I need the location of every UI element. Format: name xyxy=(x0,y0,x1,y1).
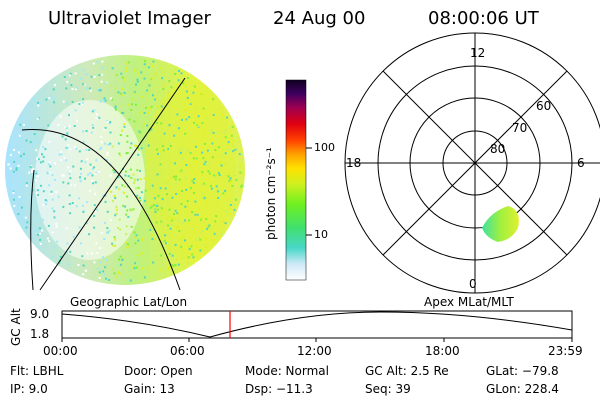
polar-plot xyxy=(344,32,600,294)
info-gain: Gain: 13 xyxy=(124,382,175,396)
info-dsp: Dsp: −11.3 xyxy=(245,382,313,396)
timeline-tick-2359: 23:59 xyxy=(548,344,583,358)
info-flt: Flt: LBHL xyxy=(10,364,64,378)
geographic-image xyxy=(5,55,245,291)
colorbar-tick-100: 100 xyxy=(314,141,335,154)
polar-label-80: 80 xyxy=(490,142,506,156)
timeline-y-bottom: 1.8 xyxy=(30,327,50,341)
image-speckle xyxy=(7,60,244,282)
polar-label-12: 12 xyxy=(470,46,486,60)
altitude-curve xyxy=(61,311,573,338)
polar-aurora-patch xyxy=(482,206,519,242)
date-label: 24 Aug 00 xyxy=(273,8,366,29)
polar-diagonal-2 xyxy=(382,70,568,256)
apex-label: Apex MLat/MLT xyxy=(424,295,514,309)
timeline-axis-label: GC Alt xyxy=(9,308,23,346)
timeline-tick-1800: 18:00 xyxy=(425,344,460,358)
info-seq: Seq: 39 xyxy=(365,382,411,396)
info-glon: GLon: 228.4 xyxy=(486,382,559,396)
polar-label-0: 0 xyxy=(469,277,477,291)
info-glat: GLat: −79.8 xyxy=(486,364,559,378)
limb-line xyxy=(30,169,35,291)
colorbar-unit-label: photon cm⁻²s⁻¹ xyxy=(264,147,278,240)
timeline-tick-0600: 06:00 xyxy=(170,344,205,358)
info-door: Door: Open xyxy=(124,364,193,378)
timeline-tick-1200: 12:00 xyxy=(297,344,332,358)
instrument-title: Ultraviolet Imager xyxy=(48,8,211,29)
timeline-y-top: 9.0 xyxy=(30,307,50,321)
geographic-label: Geographic Lat/Lon xyxy=(70,295,188,309)
meridian-line xyxy=(39,77,186,291)
polar-label-70: 70 xyxy=(512,121,528,135)
polar-label-18: 18 xyxy=(346,156,362,170)
timeline-plot xyxy=(61,310,573,342)
colorbar xyxy=(285,79,312,281)
time-label: 08:00:06 UT xyxy=(428,8,539,29)
colorbar-tick-10: 10 xyxy=(314,228,328,241)
info-gcalt: GC Alt: 2.5 Re xyxy=(365,364,449,378)
polar-label-6: 6 xyxy=(577,156,585,170)
latitude-circle xyxy=(21,128,181,291)
timeline-tick-0000: 00:00 xyxy=(43,344,78,358)
info-ip: IP: 9.0 xyxy=(10,382,48,396)
polar-label-60: 60 xyxy=(536,99,552,113)
timeline-frame xyxy=(61,310,573,339)
info-mode: Mode: Normal xyxy=(245,364,329,378)
